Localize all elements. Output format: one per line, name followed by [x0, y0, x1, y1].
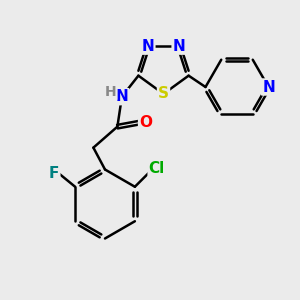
- Text: N: N: [116, 89, 128, 104]
- Text: H: H: [105, 85, 116, 99]
- Text: N: N: [142, 39, 154, 54]
- Text: N: N: [262, 80, 275, 94]
- Text: N: N: [172, 39, 185, 54]
- Text: F: F: [49, 166, 59, 181]
- Text: Cl: Cl: [149, 161, 165, 176]
- Text: O: O: [139, 115, 152, 130]
- Text: S: S: [158, 86, 169, 101]
